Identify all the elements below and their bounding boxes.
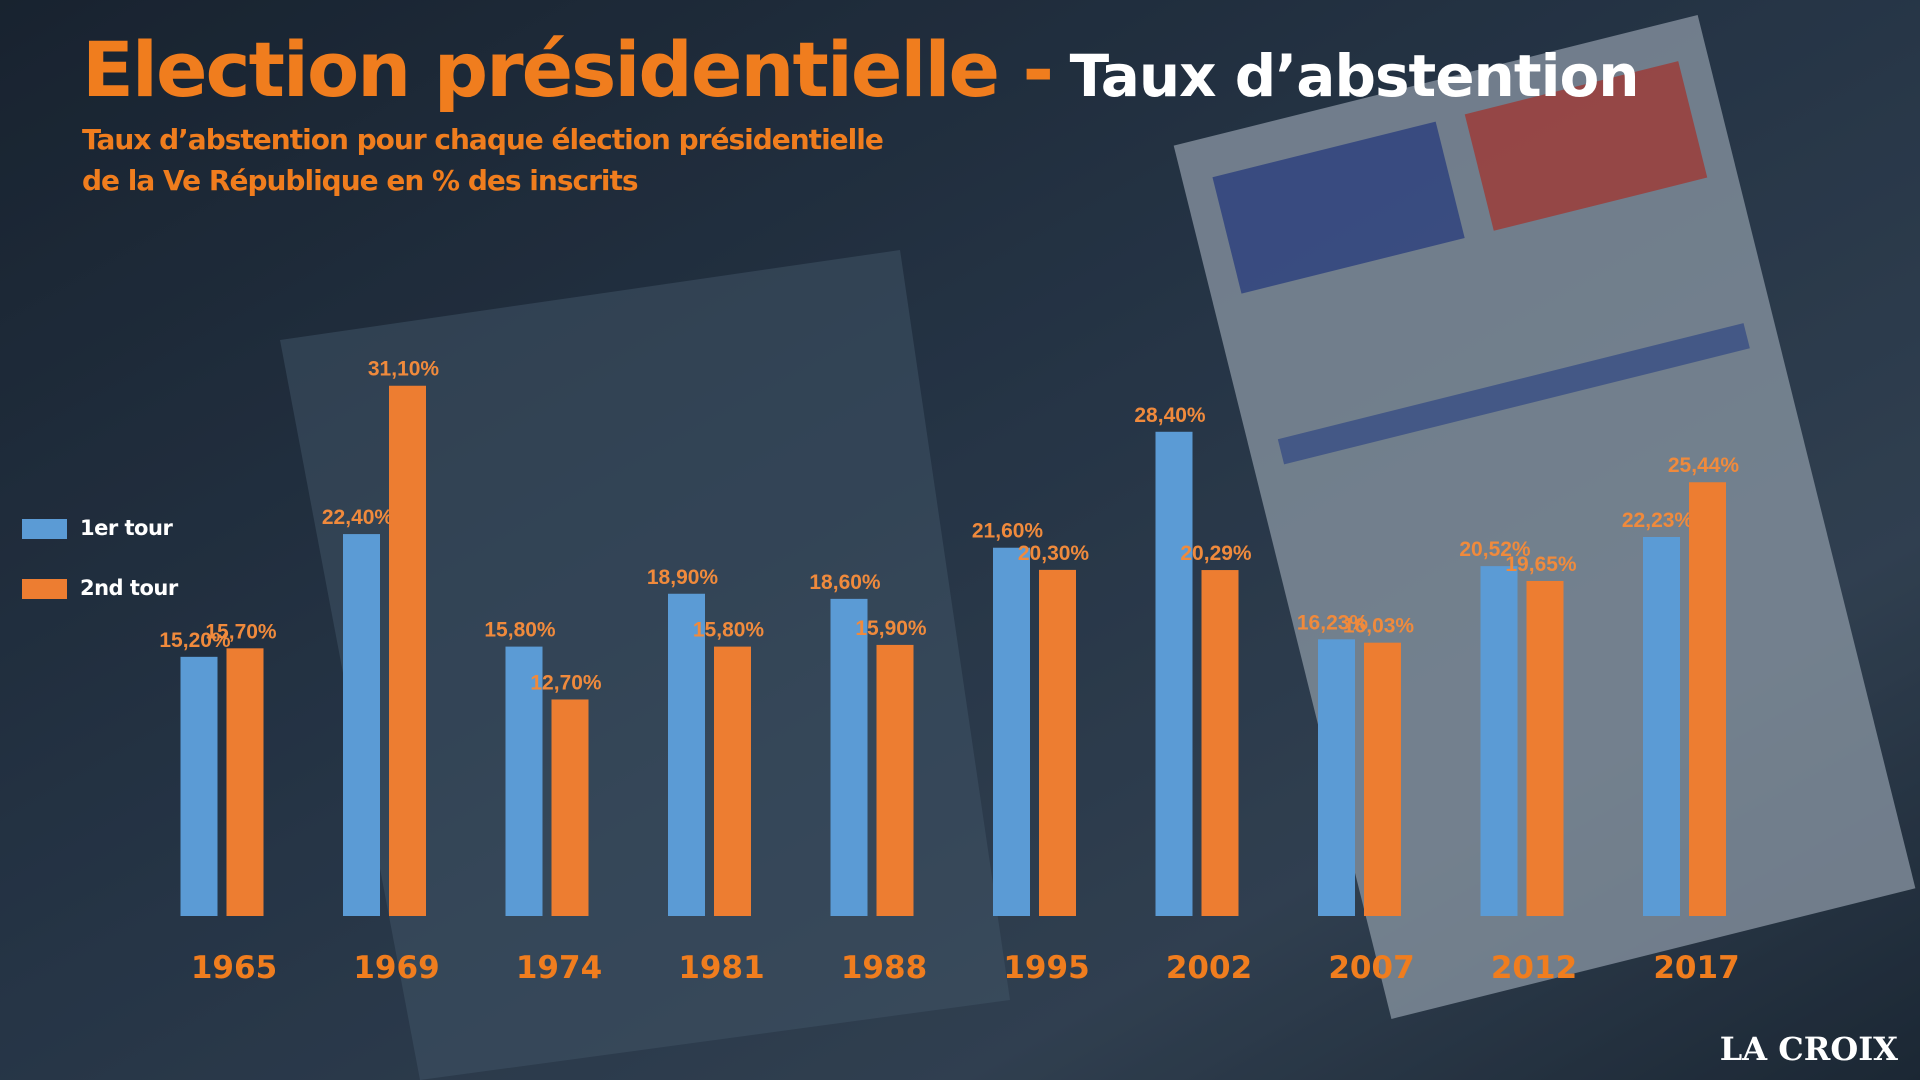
value-label: 20,29% — [1180, 542, 1252, 565]
value-label: 22,23% — [1622, 509, 1694, 532]
bar — [226, 648, 264, 916]
value-label: 22,40% — [322, 506, 394, 529]
bar — [1318, 639, 1355, 916]
value-label: 15,80% — [693, 619, 765, 642]
value-label: 15,90% — [855, 617, 927, 640]
value-label: 16,23% — [1297, 611, 1369, 634]
value-label: 28,40% — [1134, 404, 1206, 427]
value-label: 19,65% — [1505, 553, 1577, 576]
x-tick-label: 2002 — [1166, 950, 1252, 986]
x-tick-label: 1969 — [353, 950, 439, 986]
value-label: 31,10% — [368, 358, 440, 381]
x-tick-label: 2007 — [1328, 950, 1414, 986]
value-label: 18,90% — [647, 566, 719, 589]
bar — [1689, 482, 1726, 916]
ballot-shape — [280, 250, 1010, 1080]
bar — [1364, 642, 1401, 916]
bar — [1201, 570, 1239, 916]
bar — [714, 646, 751, 916]
bar — [551, 699, 589, 916]
x-tick-label: 1965 — [191, 950, 277, 986]
value-label: 18,60% — [809, 571, 881, 594]
value-label: 25,44% — [1668, 454, 1740, 477]
bar — [876, 644, 914, 916]
legend-swatch — [22, 579, 67, 599]
x-tick-label: 1988 — [841, 950, 927, 986]
chart-title: Election présidentielle - Taux d’abstent… — [82, 25, 1639, 114]
subtitle-line: Taux d’abstention pour chaque élection p… — [82, 123, 883, 156]
x-tick-label: 2012 — [1491, 950, 1577, 986]
bar — [830, 598, 868, 916]
bar — [1526, 580, 1564, 916]
bar — [389, 385, 426, 916]
legend-label: 1er tour — [80, 516, 173, 540]
bar — [993, 547, 1030, 916]
subtitle-line: de la Ve République en % des inscrits — [82, 164, 638, 197]
voter-card — [1173, 15, 1916, 1019]
value-label: 15,70% — [205, 620, 277, 643]
value-label: 20,52% — [1459, 538, 1531, 561]
bar — [1039, 569, 1076, 916]
source-logo: LA CROIX — [1720, 1030, 1898, 1068]
bar — [1155, 431, 1193, 916]
title-secondary: Taux d’abstention — [1070, 42, 1639, 110]
x-tick-label: 1974 — [516, 950, 602, 986]
legend-swatch — [22, 519, 67, 539]
title-main: Election présidentielle - — [82, 25, 1052, 114]
value-label: 15,80% — [484, 619, 556, 642]
legend-label: 2nd tour — [80, 576, 179, 600]
value-label: 15,20% — [159, 629, 231, 652]
x-tick-label: 2017 — [1653, 950, 1739, 986]
value-label: 12,70% — [530, 671, 602, 694]
bar — [668, 593, 705, 916]
bar — [1480, 566, 1518, 916]
value-label: 20,30% — [1018, 542, 1090, 565]
value-label: 16,03% — [1343, 615, 1415, 638]
x-tick-label: 1995 — [1003, 950, 1089, 986]
bar — [180, 656, 218, 916]
bar — [505, 646, 543, 916]
bar — [343, 534, 380, 916]
bar — [1643, 536, 1680, 916]
x-tick-label: 1981 — [678, 950, 764, 986]
value-label: 21,60% — [972, 520, 1044, 543]
